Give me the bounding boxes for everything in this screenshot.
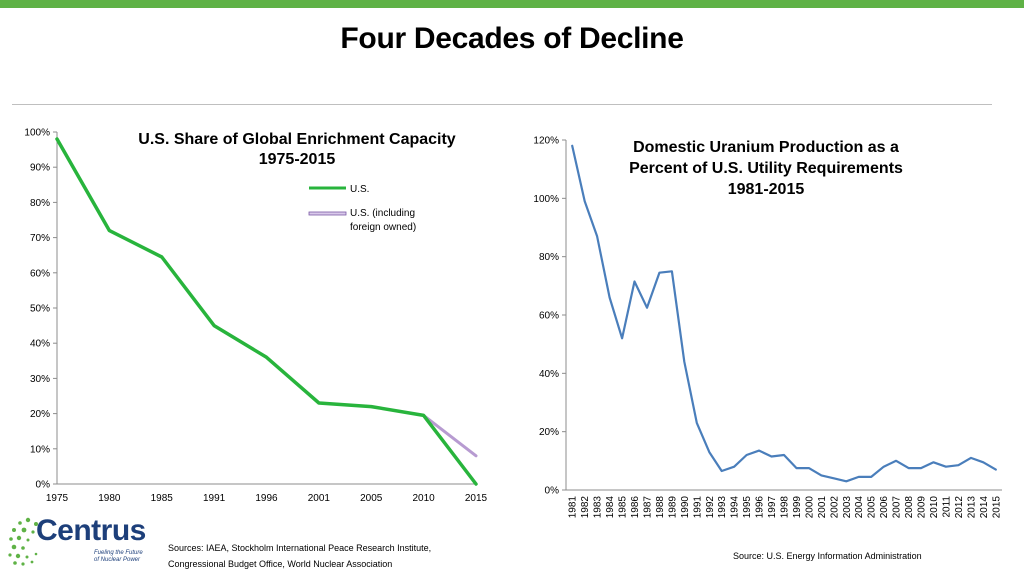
- series-line-1: [55, 137, 478, 486]
- y-tick-label: 100%: [533, 194, 559, 205]
- x-tick-label: 2008: [904, 496, 915, 519]
- x-tick-label: 2012: [954, 496, 965, 519]
- left-sources: Sources: IAEA, Stockholm International P…: [168, 540, 431, 572]
- x-tick-label: 1985: [151, 493, 174, 504]
- x-tick-label: 2007: [892, 496, 903, 519]
- y-tick-label: 0%: [36, 480, 51, 491]
- x-tick-label: 2001: [308, 493, 331, 504]
- x-tick-label: 1989: [667, 496, 678, 519]
- x-tick-labels: 1981 1982 1983 1984 1985 1986 1987 1988 1989 1990…: [568, 496, 1003, 519]
- y-tick-label: 30%: [30, 374, 50, 385]
- x-tick-label: 2001: [817, 496, 828, 519]
- series-line-2: [422, 413, 478, 458]
- legend: U.S. U.S. (including foreign owned): [308, 184, 416, 233]
- logo-dots-icon: [8, 517, 38, 566]
- centrus-logo: Centrus Fueling the Future of Nuclear Po…: [6, 512, 156, 572]
- y-tick-label: 120%: [533, 136, 559, 147]
- x-tick-label: 1988: [655, 496, 666, 519]
- x-tick-label: 1999: [792, 496, 803, 519]
- x-tick-label: 1993: [717, 496, 728, 519]
- chart-title-line3: 1981-2015: [728, 181, 805, 198]
- series-lines: [55, 137, 478, 486]
- x-tick-label: 1985: [618, 496, 629, 519]
- y-tick-label: 0%: [545, 486, 560, 497]
- x-tick-label: 2015: [465, 493, 488, 504]
- y-tick-label: 100%: [24, 128, 50, 139]
- x-tick-label: 1975: [46, 493, 69, 504]
- y-tick-label: 60%: [539, 311, 559, 322]
- y-tick-label: 90%: [30, 163, 50, 174]
- x-tick-label: 2011: [941, 496, 952, 518]
- logo-wordmark: Centrus: [36, 514, 146, 547]
- x-tick-label: 2005: [360, 493, 383, 504]
- y-tick-label: 40%: [539, 369, 559, 380]
- y-tick-labels: 0% 20% 40% 60% 80% 100% 120%: [533, 136, 566, 497]
- x-tick-label: 1991: [692, 496, 703, 519]
- x-tick-label: 1995: [742, 496, 753, 519]
- left-sources-line2: Congressional Budget Office, World Nucle…: [168, 559, 393, 569]
- y-tick-label: 60%: [30, 268, 50, 279]
- series-line-1: [571, 144, 997, 483]
- right-source: Source: U.S. Energy Information Administ…: [733, 551, 922, 561]
- x-tick-label: 2006: [879, 496, 890, 519]
- x-tick-label: 1983: [593, 496, 604, 519]
- y-tick-labels: 0% 10% 20% 30% 40% 50% 60% 70% 80% 90% 100%: [24, 128, 57, 491]
- y-tick-label: 80%: [30, 198, 50, 209]
- y-tick-label: 80%: [539, 252, 559, 263]
- legend-label-foreign-line1: U.S. (including: [350, 208, 415, 219]
- x-tick-label: 1990: [680, 496, 691, 519]
- x-tick-label: 1997: [767, 496, 778, 519]
- y-tick-label: 40%: [30, 339, 50, 350]
- chart-title-line2: 1975-2015: [259, 151, 336, 168]
- x-tick-label: 2014: [979, 496, 990, 519]
- title-divider: [12, 104, 992, 105]
- left-sources-line1: Sources: IAEA, Stockholm International P…: [168, 543, 432, 553]
- x-tick-label: 2005: [867, 496, 878, 519]
- x-tick-label: 2002: [829, 496, 840, 519]
- logo-tagline: Fueling the Future of Nuclear Power: [94, 550, 143, 564]
- x-tick-label: 1994: [730, 496, 741, 519]
- x-tick-label: 1992: [705, 496, 716, 519]
- x-tick-label: 1996: [755, 496, 766, 519]
- x-tick-label: 2010: [413, 493, 436, 504]
- series-lines: [571, 144, 997, 483]
- x-tick-label: 1982: [580, 496, 591, 519]
- legend-swatch-foreign: [308, 211, 347, 216]
- x-tick-label: 1998: [780, 496, 791, 519]
- x-tick-label: 1980: [98, 493, 121, 504]
- chart-title-line1: Domestic Uranium Production as a: [633, 139, 899, 156]
- legend-label-foreign-line2: foreign owned): [350, 222, 416, 233]
- chart-title-line1: U.S. Share of Global Enrichment Capacity: [138, 131, 456, 148]
- x-tick-label: 2010: [929, 496, 940, 519]
- chart-title-line2: Percent of U.S. Utility Requirements: [629, 160, 903, 177]
- y-tick-label: 20%: [30, 409, 50, 420]
- x-tick-label: 2003: [842, 496, 853, 519]
- x-tick-label: 1986: [630, 496, 641, 519]
- y-tick-label: 20%: [539, 427, 559, 438]
- y-tick-label: 50%: [30, 304, 50, 315]
- x-tick-label: 2013: [966, 496, 977, 519]
- x-tick-label: 1981: [568, 496, 579, 519]
- x-tick-labels: 1975 1980 1985 1991 1996 2001 2005 2010 2015: [46, 493, 488, 504]
- x-tick-label: 2000: [804, 496, 815, 519]
- x-tick-label: 2004: [854, 496, 865, 519]
- x-tick-label: 1996: [255, 493, 278, 504]
- top-accent-bar: [0, 0, 1024, 8]
- x-tick-label: 1991: [203, 493, 226, 504]
- x-tick-label: 1987: [642, 496, 653, 519]
- x-tick-label: 1984: [605, 496, 616, 519]
- x-tick-label: 2009: [917, 496, 928, 519]
- y-tick-label: 70%: [30, 233, 50, 244]
- slide-title: Four Decades of Decline: [340, 22, 684, 55]
- legend-label-us: U.S.: [350, 184, 369, 195]
- x-tick-label: 2015: [991, 496, 1002, 519]
- y-tick-label: 10%: [30, 444, 50, 455]
- logo-tagline-line1: Fueling the Future: [94, 550, 143, 556]
- logo-tagline-line2: of Nuclear Power: [94, 557, 141, 563]
